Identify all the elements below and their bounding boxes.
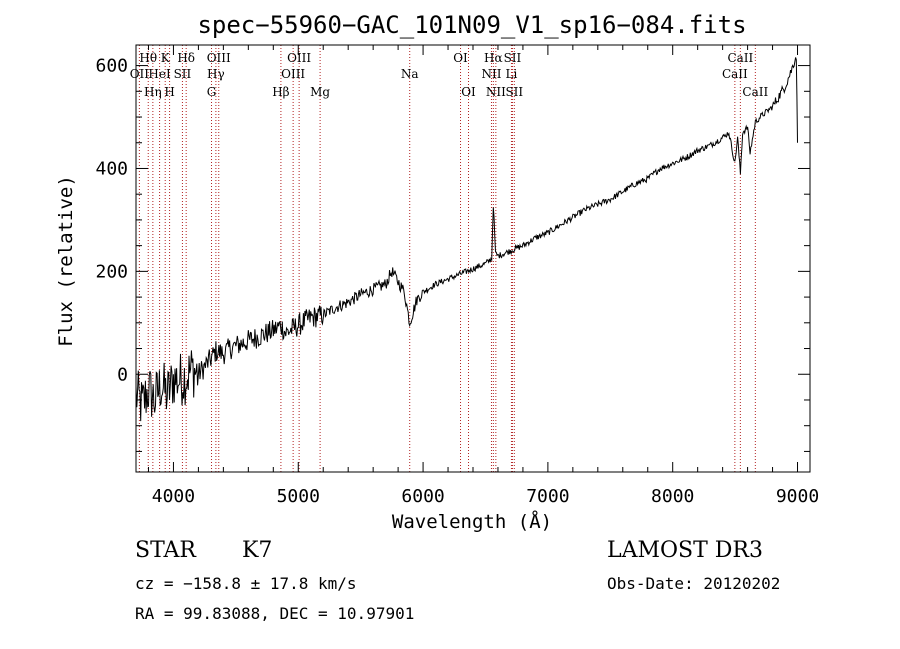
line-label-14: Mg: [310, 85, 330, 99]
line-label-11: Hβ: [272, 85, 289, 99]
line-label-26: CaII: [742, 85, 768, 99]
plot-frame: [135, 44, 811, 473]
spectral-line-markers: [138, 45, 756, 472]
y-tick-label-2: 400: [95, 158, 128, 179]
line-label-18: Hα: [484, 51, 503, 65]
line-label-19: NII: [481, 67, 501, 81]
line-label-16: OI: [453, 51, 468, 65]
chart-title: spec−55960−GAC_101N09_V1_sp16−084.fits: [197, 11, 746, 39]
line-label-21: SII: [504, 51, 522, 65]
x-tick-label-1: 5000: [277, 486, 320, 507]
line-label-6: SII: [174, 67, 192, 81]
line-label-25: CaII: [727, 51, 753, 65]
y-tick-label-0: 0: [117, 364, 128, 385]
spectrum-series-line: [135, 57, 798, 422]
line-label-1: Hθ: [139, 51, 157, 65]
line-label-20: NII: [486, 85, 506, 99]
line-label-3: Hη: [144, 85, 162, 99]
line-label-15: Na: [401, 67, 419, 81]
line-label-12: OIII: [281, 67, 305, 81]
axis-ticks: 4000 5000 6000 7000 8000 9000 0 200 400 600: [95, 45, 819, 507]
redshift-velocity: cz = −158.8 ± 17.8 km/s: [135, 574, 357, 593]
x-tick-label-4: 8000: [651, 486, 694, 507]
y-axis-label: Flux (relative): [55, 175, 77, 347]
survey-name: LAMOST DR3: [607, 538, 763, 563]
x-tick-label-3: 7000: [526, 486, 569, 507]
line-label-0: OII: [130, 67, 150, 81]
object-type: STAR: [135, 538, 196, 563]
x-tick-label-2: 6000: [401, 486, 444, 507]
line-label-5: H: [164, 85, 174, 99]
line-label-2: HeI: [148, 67, 171, 81]
line-label-24: CaII: [722, 67, 748, 81]
y-tick-label-3: 600: [95, 56, 128, 77]
line-label-9: Hγ: [207, 67, 225, 81]
line-label-17: OI: [461, 85, 476, 99]
object-subclass: K7: [242, 538, 273, 563]
line-label-13: OIII: [287, 51, 311, 65]
line-label-22: Li: [506, 67, 518, 81]
y-tick-label-1: 200: [95, 261, 128, 282]
line-label-4: K: [161, 51, 171, 65]
line-label-10: G: [207, 85, 217, 99]
line-label-23: SII: [505, 85, 523, 99]
coordinates: RA = 99.83088, DEC = 10.97901: [135, 604, 415, 623]
line-label-8: OIII: [207, 51, 231, 65]
x-axis-label: Wavelength (Å): [392, 510, 552, 533]
x-tick-label-5: 9000: [776, 486, 819, 507]
observation-date: Obs-Date: 20120202: [607, 574, 781, 593]
x-tick-label-0: 4000: [152, 486, 195, 507]
line-label-7: Hδ: [177, 51, 195, 65]
